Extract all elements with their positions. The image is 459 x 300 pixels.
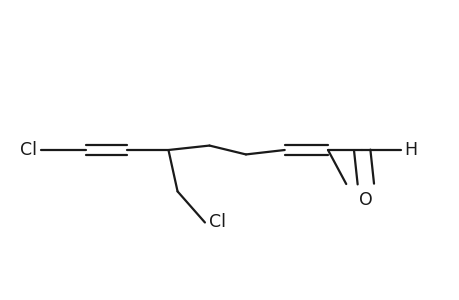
Text: H: H — [404, 141, 417, 159]
Text: Cl: Cl — [208, 214, 225, 232]
Text: O: O — [358, 191, 372, 209]
Text: Cl: Cl — [20, 141, 37, 159]
